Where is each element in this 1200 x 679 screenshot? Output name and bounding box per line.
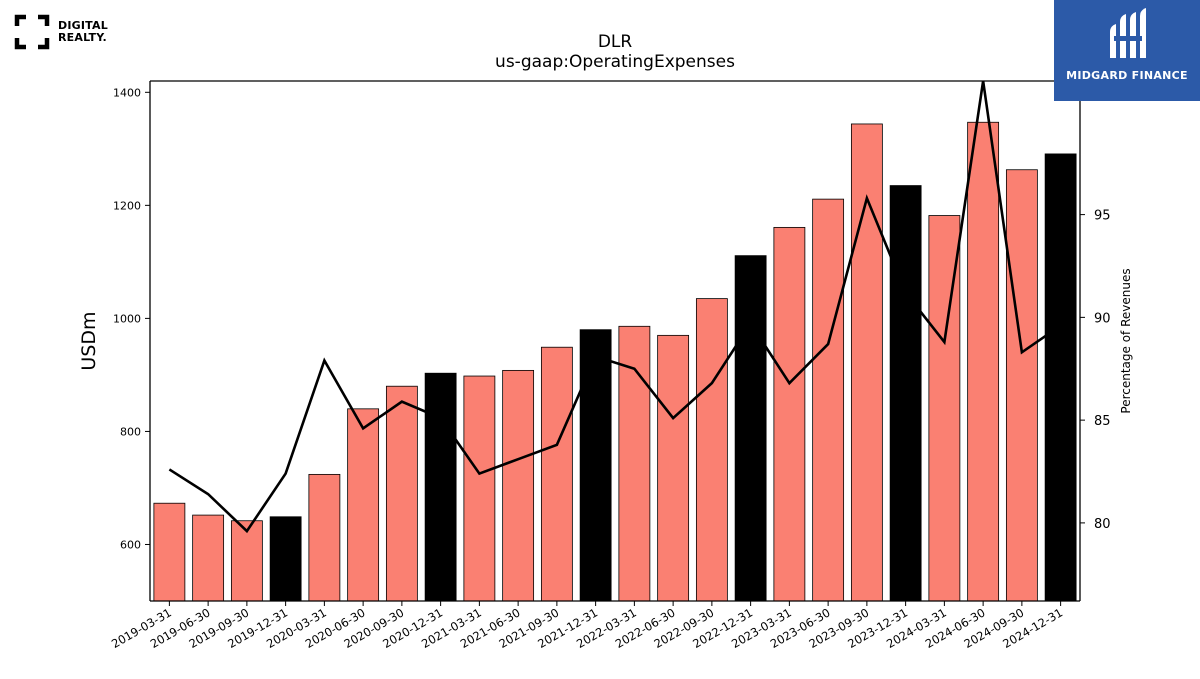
y-tick-label: 1200 xyxy=(113,199,141,212)
bar xyxy=(308,473,341,602)
y2-tick-label: 95 xyxy=(1094,209,1111,224)
digital-realty-mark-icon xyxy=(14,14,50,50)
chart-subtitle: us-gaap:OperatingExpenses xyxy=(495,52,735,72)
bar xyxy=(657,334,690,602)
y-tick-label: 1000 xyxy=(113,312,141,325)
bar xyxy=(347,408,380,602)
logo-line-1: DIGITAL xyxy=(58,19,108,32)
series-line xyxy=(168,81,1062,534)
bar xyxy=(618,325,651,602)
bar xyxy=(153,502,186,602)
bar xyxy=(889,185,922,602)
midgard-finance-logo: MIDGARD FINANCE xyxy=(1054,0,1200,101)
y2-axis-label: Percentage of Revenues xyxy=(1119,268,1133,413)
y-tick-label: 1400 xyxy=(113,86,141,99)
midgard-mark-icon xyxy=(1110,8,1146,58)
bar xyxy=(1044,153,1077,602)
bar xyxy=(540,346,573,602)
bar xyxy=(269,516,302,602)
bar xyxy=(385,385,418,602)
y-tick-label: 600 xyxy=(120,538,141,551)
y-tick-label: 800 xyxy=(120,425,141,438)
bar xyxy=(463,375,496,602)
y-axis-label: USDm xyxy=(78,311,100,370)
y2-tick-label: 85 xyxy=(1094,414,1111,429)
bar xyxy=(773,226,806,602)
bar xyxy=(850,123,883,602)
digital-realty-logo: DIGITAL REALTY. xyxy=(14,14,124,54)
y2-tick-label: 80 xyxy=(1094,517,1111,532)
bar xyxy=(230,520,263,602)
bar xyxy=(502,369,535,602)
bar xyxy=(967,121,1000,602)
bar xyxy=(424,372,457,602)
bar xyxy=(734,255,767,602)
y2-tick-label: 90 xyxy=(1094,311,1111,326)
bar xyxy=(192,514,225,602)
bar xyxy=(579,329,612,602)
digital-realty-wordmark: DIGITAL REALTY. xyxy=(58,20,108,44)
midgard-finance-wordmark: MIDGARD FINANCE xyxy=(1066,69,1188,82)
chart-title: DLR xyxy=(597,32,633,52)
bar xyxy=(812,198,845,602)
logo-line-2: REALTY. xyxy=(58,31,107,44)
bar xyxy=(695,298,728,602)
bar xyxy=(1005,169,1038,602)
